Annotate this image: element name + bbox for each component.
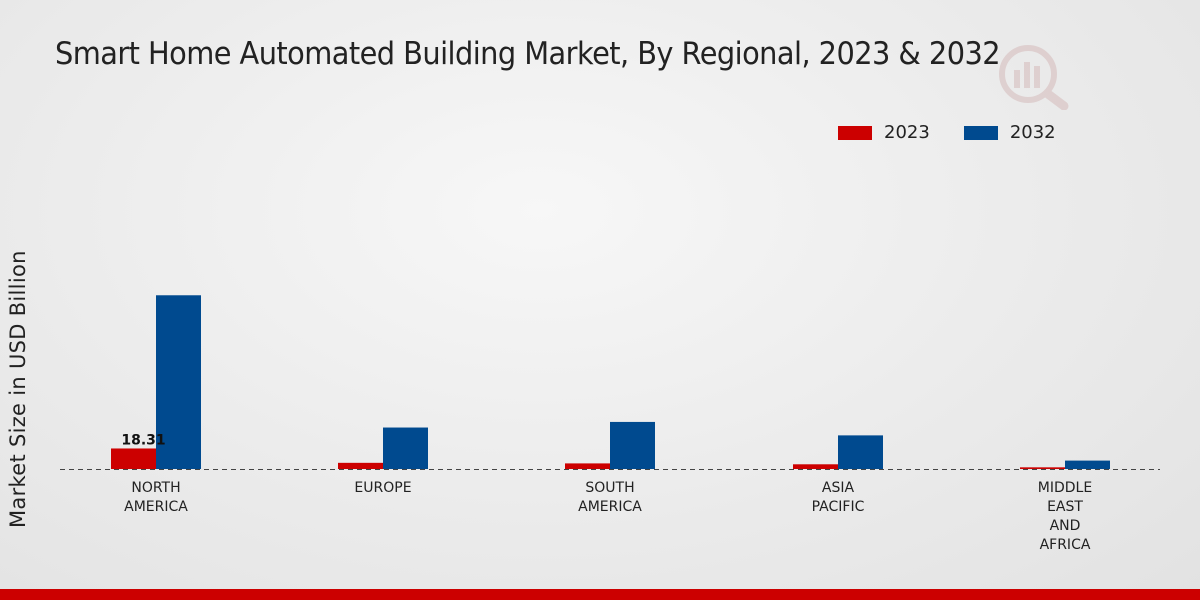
x-tick-label-4: MIDDLE EAST AND AFRICA (1038, 480, 1092, 553)
x-tick-line-0-1: AMERICA (124, 499, 188, 515)
x-tick-line-0-0: NORTH (131, 480, 180, 496)
x-tick-line-4-2: AND (1050, 518, 1081, 534)
bar-2032-2 (610, 421, 655, 469)
x-tick-line-4-0: MIDDLE (1038, 480, 1092, 496)
bar-2023-3 (793, 464, 838, 469)
chart-title: Smart Home Automated Building Market, By… (55, 36, 1001, 72)
bar-2032-3 (838, 435, 883, 469)
x-tick-line-2-0: SOUTH (585, 480, 634, 496)
data-labels-group: 18.31 (121, 432, 165, 448)
bar-2032-1 (383, 427, 428, 469)
bar-2023-2 (565, 463, 610, 469)
x-tick-line-1-0: EUROPE (354, 480, 411, 496)
bar-2032-0 (156, 295, 201, 469)
legend-swatch-2032 (963, 125, 998, 140)
x-tick-line-3-1: PACIFIC (812, 499, 865, 515)
x-tick-label-1: EUROPE (354, 480, 411, 496)
x-tick-line-4-1: EAST (1047, 499, 1083, 515)
x-tick-line-4-3: AFRICA (1040, 537, 1091, 553)
legend-label-2023: 2023 (884, 122, 930, 143)
legend: 2023 2032 (838, 122, 1090, 143)
footer-bar (0, 589, 1200, 600)
bar-2023-1 (338, 462, 383, 469)
bars-group (111, 295, 1110, 469)
legend-label-2032: 2032 (1009, 122, 1056, 143)
watermark-logo-icon (999, 45, 1069, 110)
x-tick-line-2-1: AMERICA (578, 499, 642, 515)
bar-2032-4 (1065, 460, 1110, 469)
x-tick-label-3: ASIA PACIFIC (812, 480, 865, 515)
legend-item-2032: 2032 (963, 122, 1056, 143)
bar-2023-4 (1020, 467, 1065, 469)
x-tick-line-3-0: ASIA (822, 480, 855, 496)
legend-item-2023: 2023 (838, 122, 930, 143)
x-tick-label-2: SOUTH AMERICA (578, 480, 642, 515)
x-axis-ticks: NORTH AMERICA EUROPE SOUTH AMERICA ASIA PACIFI… (124, 480, 1092, 553)
x-tick-label-0: NORTH AMERICA (124, 480, 188, 515)
legend-swatch-2023 (838, 125, 872, 140)
data-label-0: 18.31 (121, 432, 165, 448)
bar-2023-0 (111, 448, 156, 469)
